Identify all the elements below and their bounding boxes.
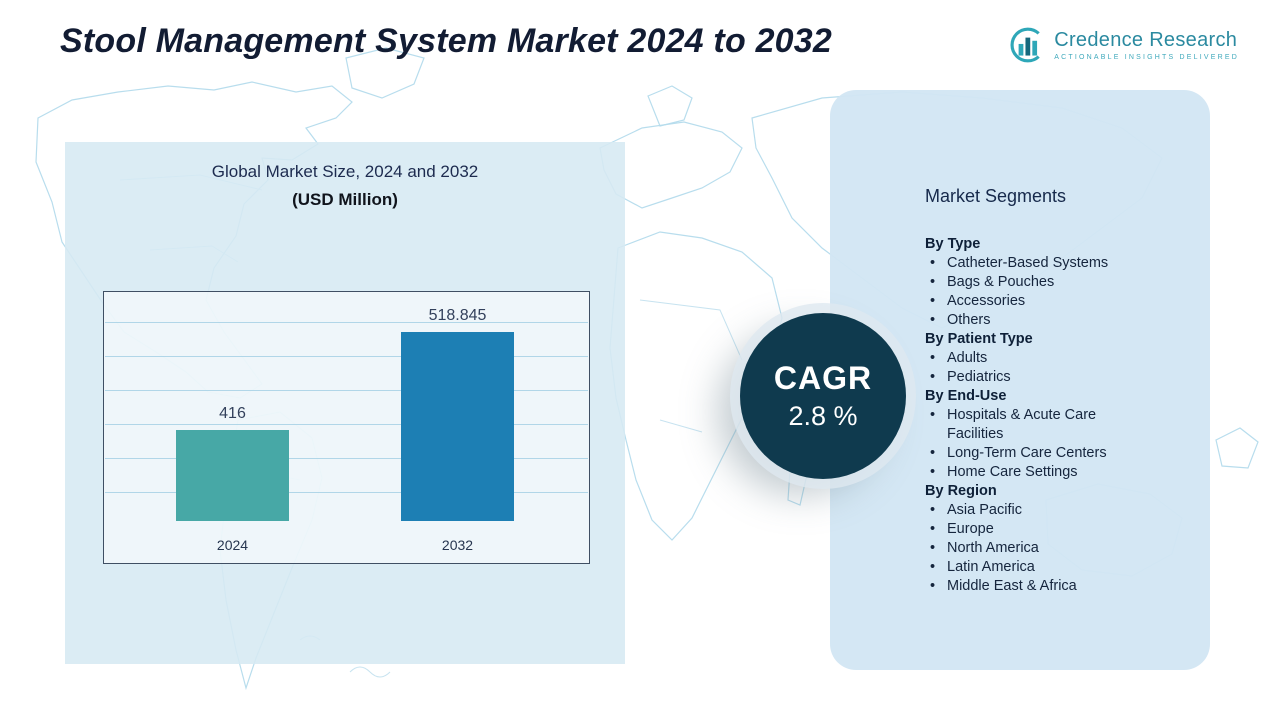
- segment-item-label: Home Care Settings: [947, 464, 1078, 480]
- segment-item-label: Middle East & Africa: [947, 578, 1077, 594]
- segment-group-label: By Region: [925, 483, 997, 499]
- bullet-icon: •: [930, 407, 936, 423]
- cagr-label: CAGR: [773, 360, 873, 396]
- cagr-value: 2.8 %: [788, 401, 858, 431]
- bar-value-2024: 416: [219, 404, 246, 422]
- segment-item: • Latin America: [925, 558, 1150, 577]
- logo-text-block: Credence Research ACTIONABLE INSIGHTS DE…: [1054, 29, 1239, 61]
- segment-group-label: By End-Use: [925, 388, 1007, 404]
- logo-name: Credence Research: [1054, 29, 1238, 51]
- segment-item-label: Asia Pacific: [947, 502, 1022, 518]
- chart-title-line2: (USD Million): [292, 190, 398, 209]
- page-title: Stool Management System Market 2024 to 2…: [60, 22, 833, 60]
- bullet-icon: •: [930, 502, 936, 518]
- bullet-icon: •: [930, 464, 936, 480]
- bullet-icon: •: [930, 312, 936, 328]
- segment-item: • Bags & Pouches: [925, 273, 1150, 292]
- segment-item: • North America: [925, 539, 1150, 558]
- bullet-icon: •: [930, 350, 936, 366]
- segment-item: • Home Care Settings: [925, 463, 1150, 482]
- bar-value-2032: 518.845: [428, 307, 487, 325]
- segment-item-label: Latin America: [947, 559, 1035, 575]
- segments-title: Market Segments: [925, 186, 1067, 206]
- segment-item-label: Catheter-Based Systems: [947, 255, 1109, 271]
- segment-group-label: By Type: [925, 236, 981, 252]
- logo-tagline: ACTIONABLE INSIGHTS DELIVERED: [1054, 54, 1239, 61]
- bar-category-2024: 2024: [216, 537, 249, 553]
- segment-item-label: North America: [947, 540, 1039, 556]
- segment-item-label: Adults: [947, 350, 988, 366]
- bullet-icon: •: [930, 255, 936, 271]
- segment-item: • Long-Term Care Centers: [925, 444, 1150, 463]
- segment-item: • Europe: [925, 520, 1150, 539]
- segment-item: • Accessories: [925, 292, 1150, 311]
- segment-item-label: Europe: [947, 521, 994, 537]
- bullet-icon: •: [930, 274, 936, 290]
- segment-item-label: Long-Term Care Centers: [947, 445, 1107, 461]
- segment-item-label: Bags & Pouches: [947, 274, 1055, 290]
- bullet-icon: •: [930, 369, 936, 385]
- bullet-icon: •: [930, 578, 936, 594]
- segment-item: • Adults: [925, 349, 1150, 368]
- bar-2024: [176, 429, 289, 521]
- credence-research-logo: Credence Research ACTIONABLE INSIGHTS DE…: [1007, 26, 1239, 64]
- credence-logo-icon: [1010, 27, 1040, 63]
- chart-title-line1: Global Market Size, 2024 and 2032: [211, 162, 479, 181]
- segments-list: Market Segments By Type • Catheter-Based S…: [925, 186, 1150, 596]
- segment-item: • Hospitals & Acute Care Facilities: [925, 406, 1150, 444]
- segment-item-label: Hospitals & Acute Care Facilities: [947, 407, 1097, 442]
- bullet-icon: •: [930, 540, 936, 556]
- cagr-badge: CAGR 2.8 %: [740, 313, 906, 479]
- segment-item: • Catheter-Based Systems: [925, 254, 1150, 273]
- bullet-icon: •: [930, 445, 936, 461]
- segment-item-label: Pediatrics: [947, 369, 1011, 385]
- segment-group-label: By Patient Type: [925, 331, 1033, 347]
- segment-item: • Others: [925, 311, 1150, 330]
- segment-groups: By Type • Catheter-Based Systems • Bags & Po…: [925, 235, 1150, 596]
- bullet-icon: •: [930, 559, 936, 575]
- bar-category-2032: 2032: [441, 537, 474, 553]
- segment-item-label: Others: [947, 312, 991, 328]
- bar-2032: [401, 332, 514, 521]
- segment-item-label: Accessories: [947, 293, 1026, 309]
- segment-item: • Middle East & Africa: [925, 577, 1150, 596]
- bullet-icon: •: [930, 521, 936, 537]
- bullet-icon: •: [930, 293, 936, 309]
- segment-item: • Asia Pacific: [925, 501, 1150, 520]
- segment-item: • Pediatrics: [925, 368, 1150, 387]
- bar-chart: 416 2024 518.845 2032: [103, 291, 590, 564]
